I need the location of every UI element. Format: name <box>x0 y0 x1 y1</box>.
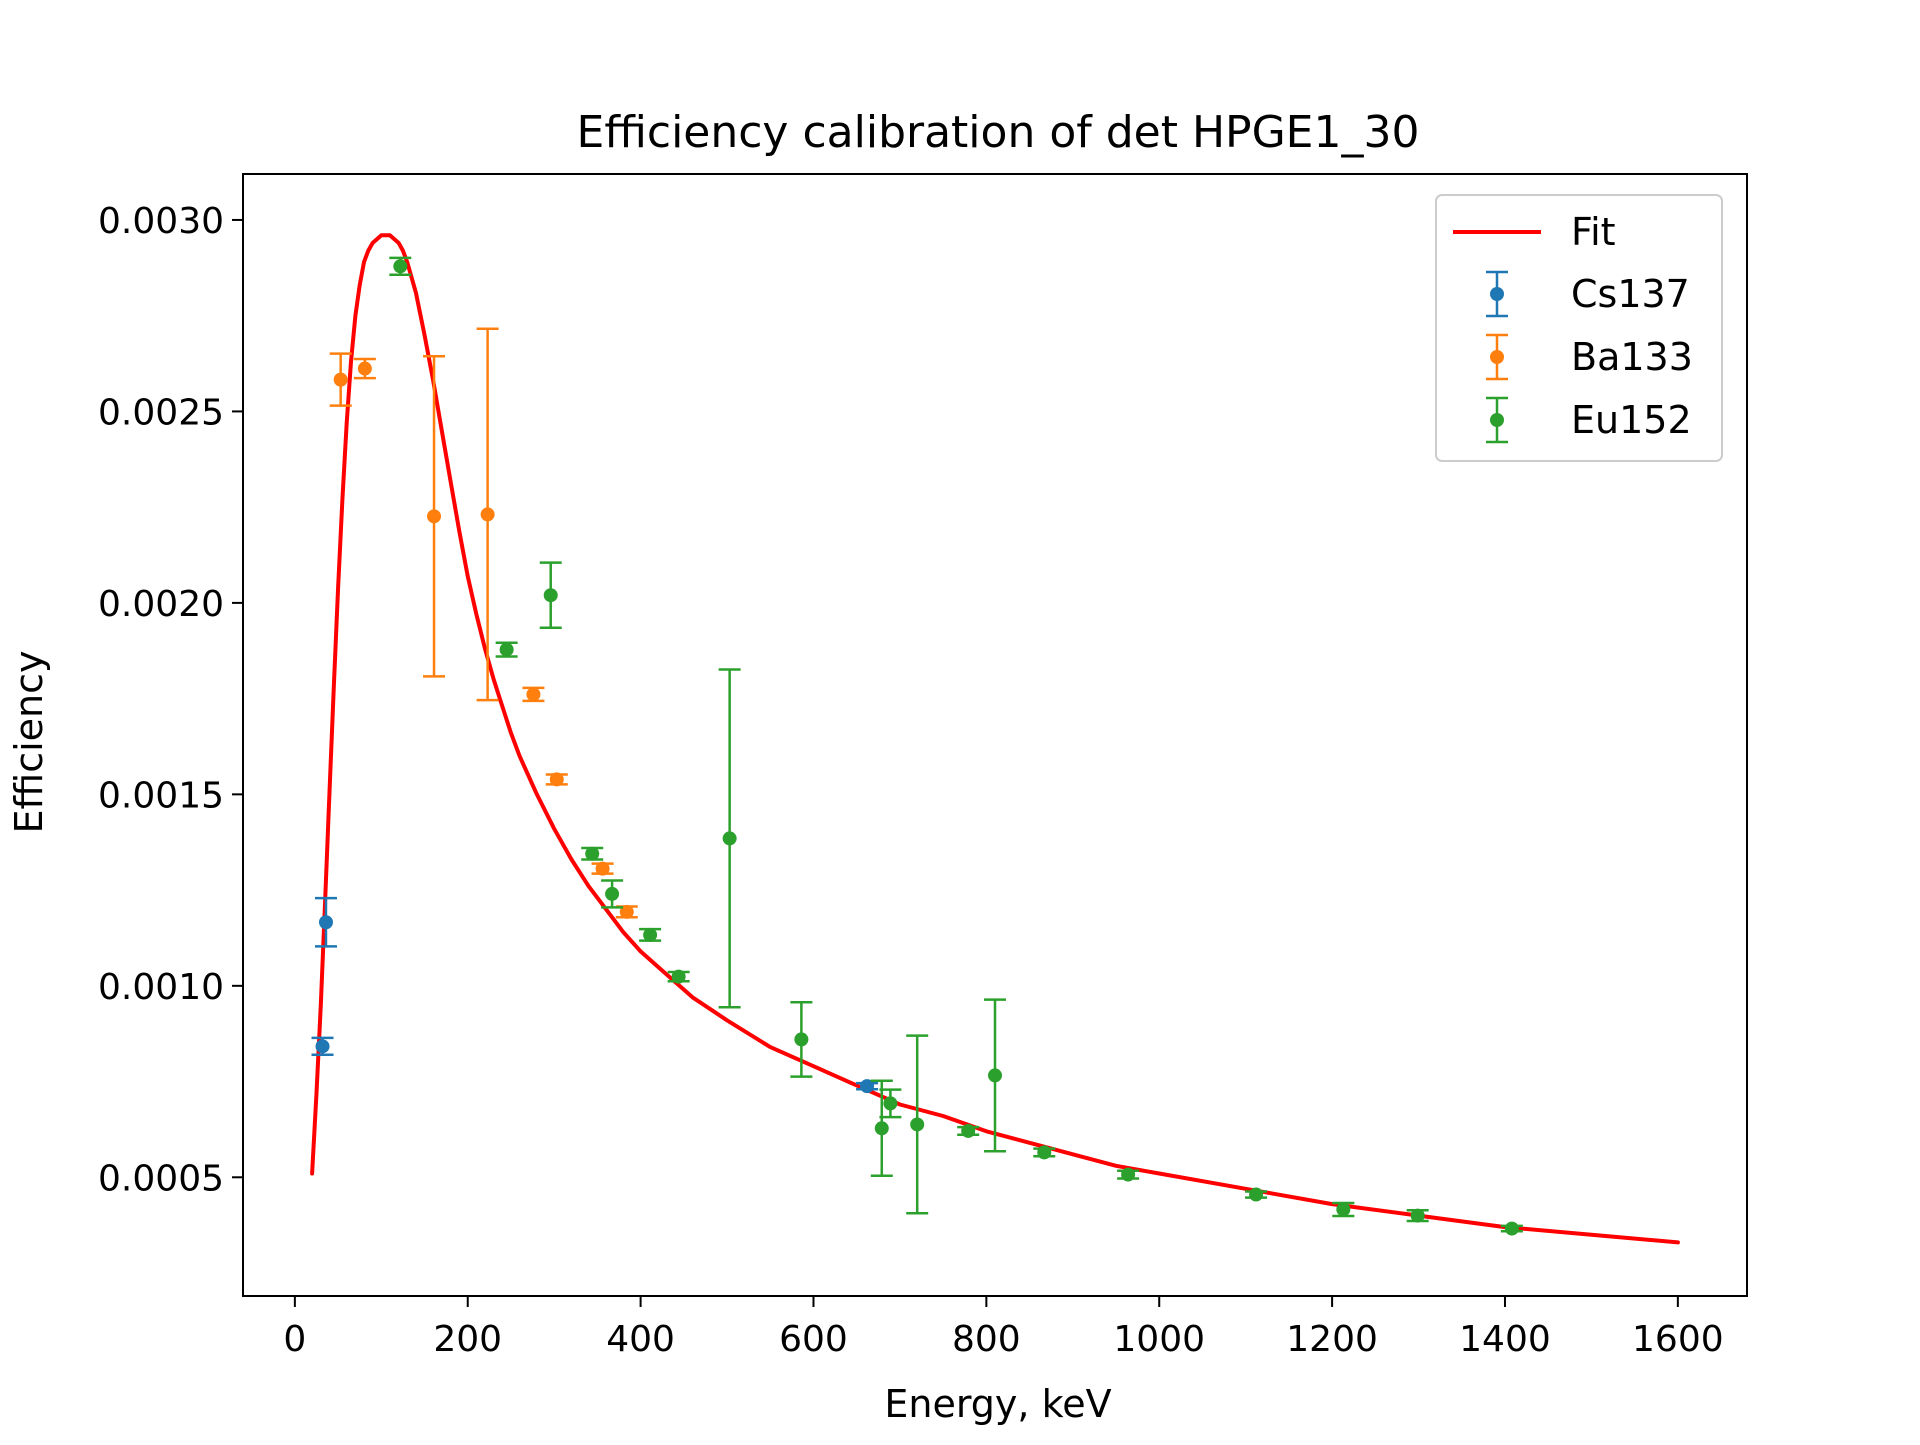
plot-area: 0 200 400 600 800 1000 1200 1400 1600 0.0005 0.001… <box>98 173 1748 1360</box>
data-point-eu152 <box>1249 1187 1264 1202</box>
data-point-ba133 <box>595 861 610 876</box>
legend-box <box>1435 194 1723 462</box>
y-tick-label: 0.0020 <box>98 584 224 625</box>
y-axis-label: Efficiency <box>7 650 51 833</box>
data-point-eu152 <box>585 846 600 861</box>
chart-title: Efficiency calibration of det HPGE1_30 <box>577 107 1420 158</box>
x-tick-label: 800 <box>952 1319 1021 1360</box>
x-tick-label: 1400 <box>1459 1319 1551 1360</box>
data-point-ba133 <box>619 904 634 919</box>
data-point-cs137 <box>318 915 333 930</box>
data-point-eu152 <box>393 259 408 274</box>
series-eu152 <box>389 256 1523 1236</box>
legend-marker-eu152 <box>1490 413 1504 427</box>
legend-label-cs137: Cs137 <box>1571 272 1690 316</box>
data-point-eu152 <box>1410 1208 1425 1223</box>
y-tick-label: 0.0030 <box>98 201 224 242</box>
x-tick-label: 400 <box>606 1319 675 1360</box>
data-point-eu152 <box>1504 1221 1519 1236</box>
data-point-ba133 <box>480 507 495 522</box>
data-point-eu152 <box>671 969 686 984</box>
data-point-eu152 <box>1336 1202 1351 1217</box>
x-tick-label: 0 <box>283 1319 306 1360</box>
y-tick-label: 0.0015 <box>98 775 224 816</box>
data-point-eu152 <box>499 642 514 657</box>
data-point-eu152 <box>1037 1145 1052 1160</box>
data-point-eu152 <box>543 588 558 603</box>
data-point-eu152 <box>643 927 658 942</box>
data-point-cs137 <box>860 1079 875 1094</box>
y-tick-label: 0.0025 <box>98 392 224 433</box>
data-point-eu152 <box>794 1032 809 1047</box>
legend-marker-cs137 <box>1490 287 1504 301</box>
data-point-eu152 <box>1121 1167 1136 1182</box>
data-point-ba133 <box>526 687 541 702</box>
legend: Fit Cs137 Ba133 Eu152 <box>1435 194 1723 462</box>
plot-frame <box>242 173 1748 1297</box>
x-tick-label: 600 <box>779 1319 848 1360</box>
data-point-eu152 <box>961 1123 976 1138</box>
data-point-ba133 <box>549 772 564 787</box>
data-point-eu152 <box>910 1117 925 1132</box>
legend-marker-ba133 <box>1490 350 1504 364</box>
fit-curve <box>310 233 1680 1245</box>
data-point-eu152 <box>605 886 620 901</box>
y-tick-label: 0.0005 <box>98 1158 224 1199</box>
data-point-eu152 <box>883 1096 898 1111</box>
series-ba133 <box>329 327 638 919</box>
data-point-eu152 <box>988 1068 1002 1083</box>
legend-label-eu152: Eu152 <box>1571 398 1692 442</box>
series-cs137 <box>311 896 879 1094</box>
data-point-cs137 <box>315 1039 330 1054</box>
legend-label-fit: Fit <box>1571 210 1616 254</box>
data-layer <box>310 233 1680 1245</box>
y-tick-label: 0.0010 <box>98 967 224 1008</box>
x-axis-label: Energy, keV <box>884 1382 1111 1426</box>
data-point-ba133 <box>333 372 348 387</box>
data-point-ba133 <box>427 509 442 524</box>
x-tick-label: 1600 <box>1632 1319 1724 1360</box>
x-tick-label: 1200 <box>1286 1319 1378 1360</box>
legend-label-ba133: Ba133 <box>1571 335 1693 379</box>
x-tick-label: 200 <box>433 1319 502 1360</box>
x-tick-label: 1000 <box>1113 1319 1205 1360</box>
data-point-ba133 <box>357 361 372 376</box>
data-point-eu152 <box>874 1121 889 1136</box>
data-point-eu152 <box>722 831 737 846</box>
